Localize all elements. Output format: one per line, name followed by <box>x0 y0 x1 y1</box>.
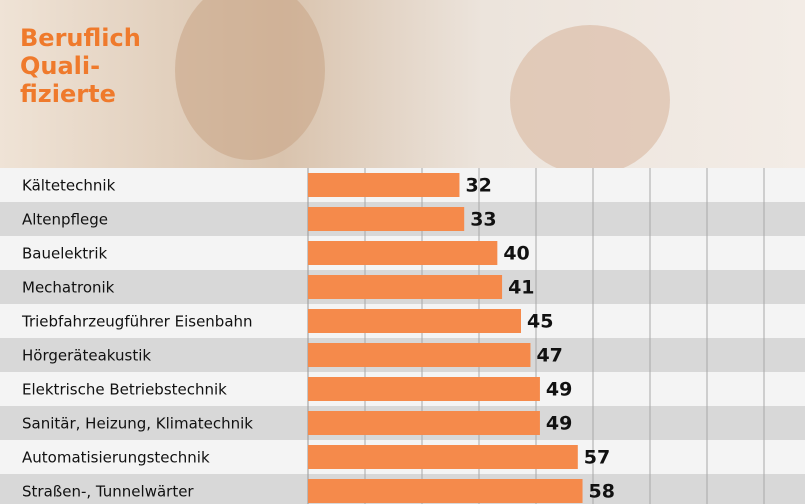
bar <box>308 411 540 435</box>
category-label: Mechatronik <box>22 279 115 297</box>
value-label: 49 <box>546 413 572 435</box>
bar <box>308 309 521 333</box>
bar <box>308 377 540 401</box>
value-label: 40 <box>503 243 529 265</box>
bar <box>308 343 530 367</box>
category-label: Elektrische Betriebstechnik <box>22 381 227 399</box>
value-label: 49 <box>546 379 572 401</box>
value-label: 45 <box>527 311 553 333</box>
title-line: Quali- <box>20 52 100 80</box>
bar <box>308 275 502 299</box>
value-label: 57 <box>584 447 610 469</box>
category-label: Hörgeräteakustik <box>22 347 151 365</box>
category-label: Straßen-, Tunnelwärter <box>22 483 194 501</box>
bar <box>308 479 583 503</box>
bar <box>308 173 459 197</box>
value-label: 33 <box>470 209 496 231</box>
bar <box>308 445 578 469</box>
title-line: fizierte <box>20 80 116 108</box>
value-label: 58 <box>589 481 615 503</box>
category-label: Altenpflege <box>22 211 108 229</box>
value-label: 41 <box>508 277 534 299</box>
category-label: Kältetechnik <box>22 177 116 195</box>
chart: Beruflich Quali- fizierte Kältetechnik 32… <box>0 0 805 504</box>
bar <box>308 207 464 231</box>
category-label: Triebfahrzeugführer Eisenbahn <box>21 313 253 331</box>
value-label: 32 <box>465 175 491 197</box>
category-label: Bauelektrik <box>22 245 108 263</box>
value-label: 47 <box>536 345 562 367</box>
bar <box>308 241 497 265</box>
title-line: Beruflich <box>20 24 141 52</box>
category-label: Automatisierungstechnik <box>22 449 210 467</box>
photo-figure <box>510 25 670 175</box>
category-label: Sanitär, Heizung, Klimatechnik <box>22 415 253 433</box>
